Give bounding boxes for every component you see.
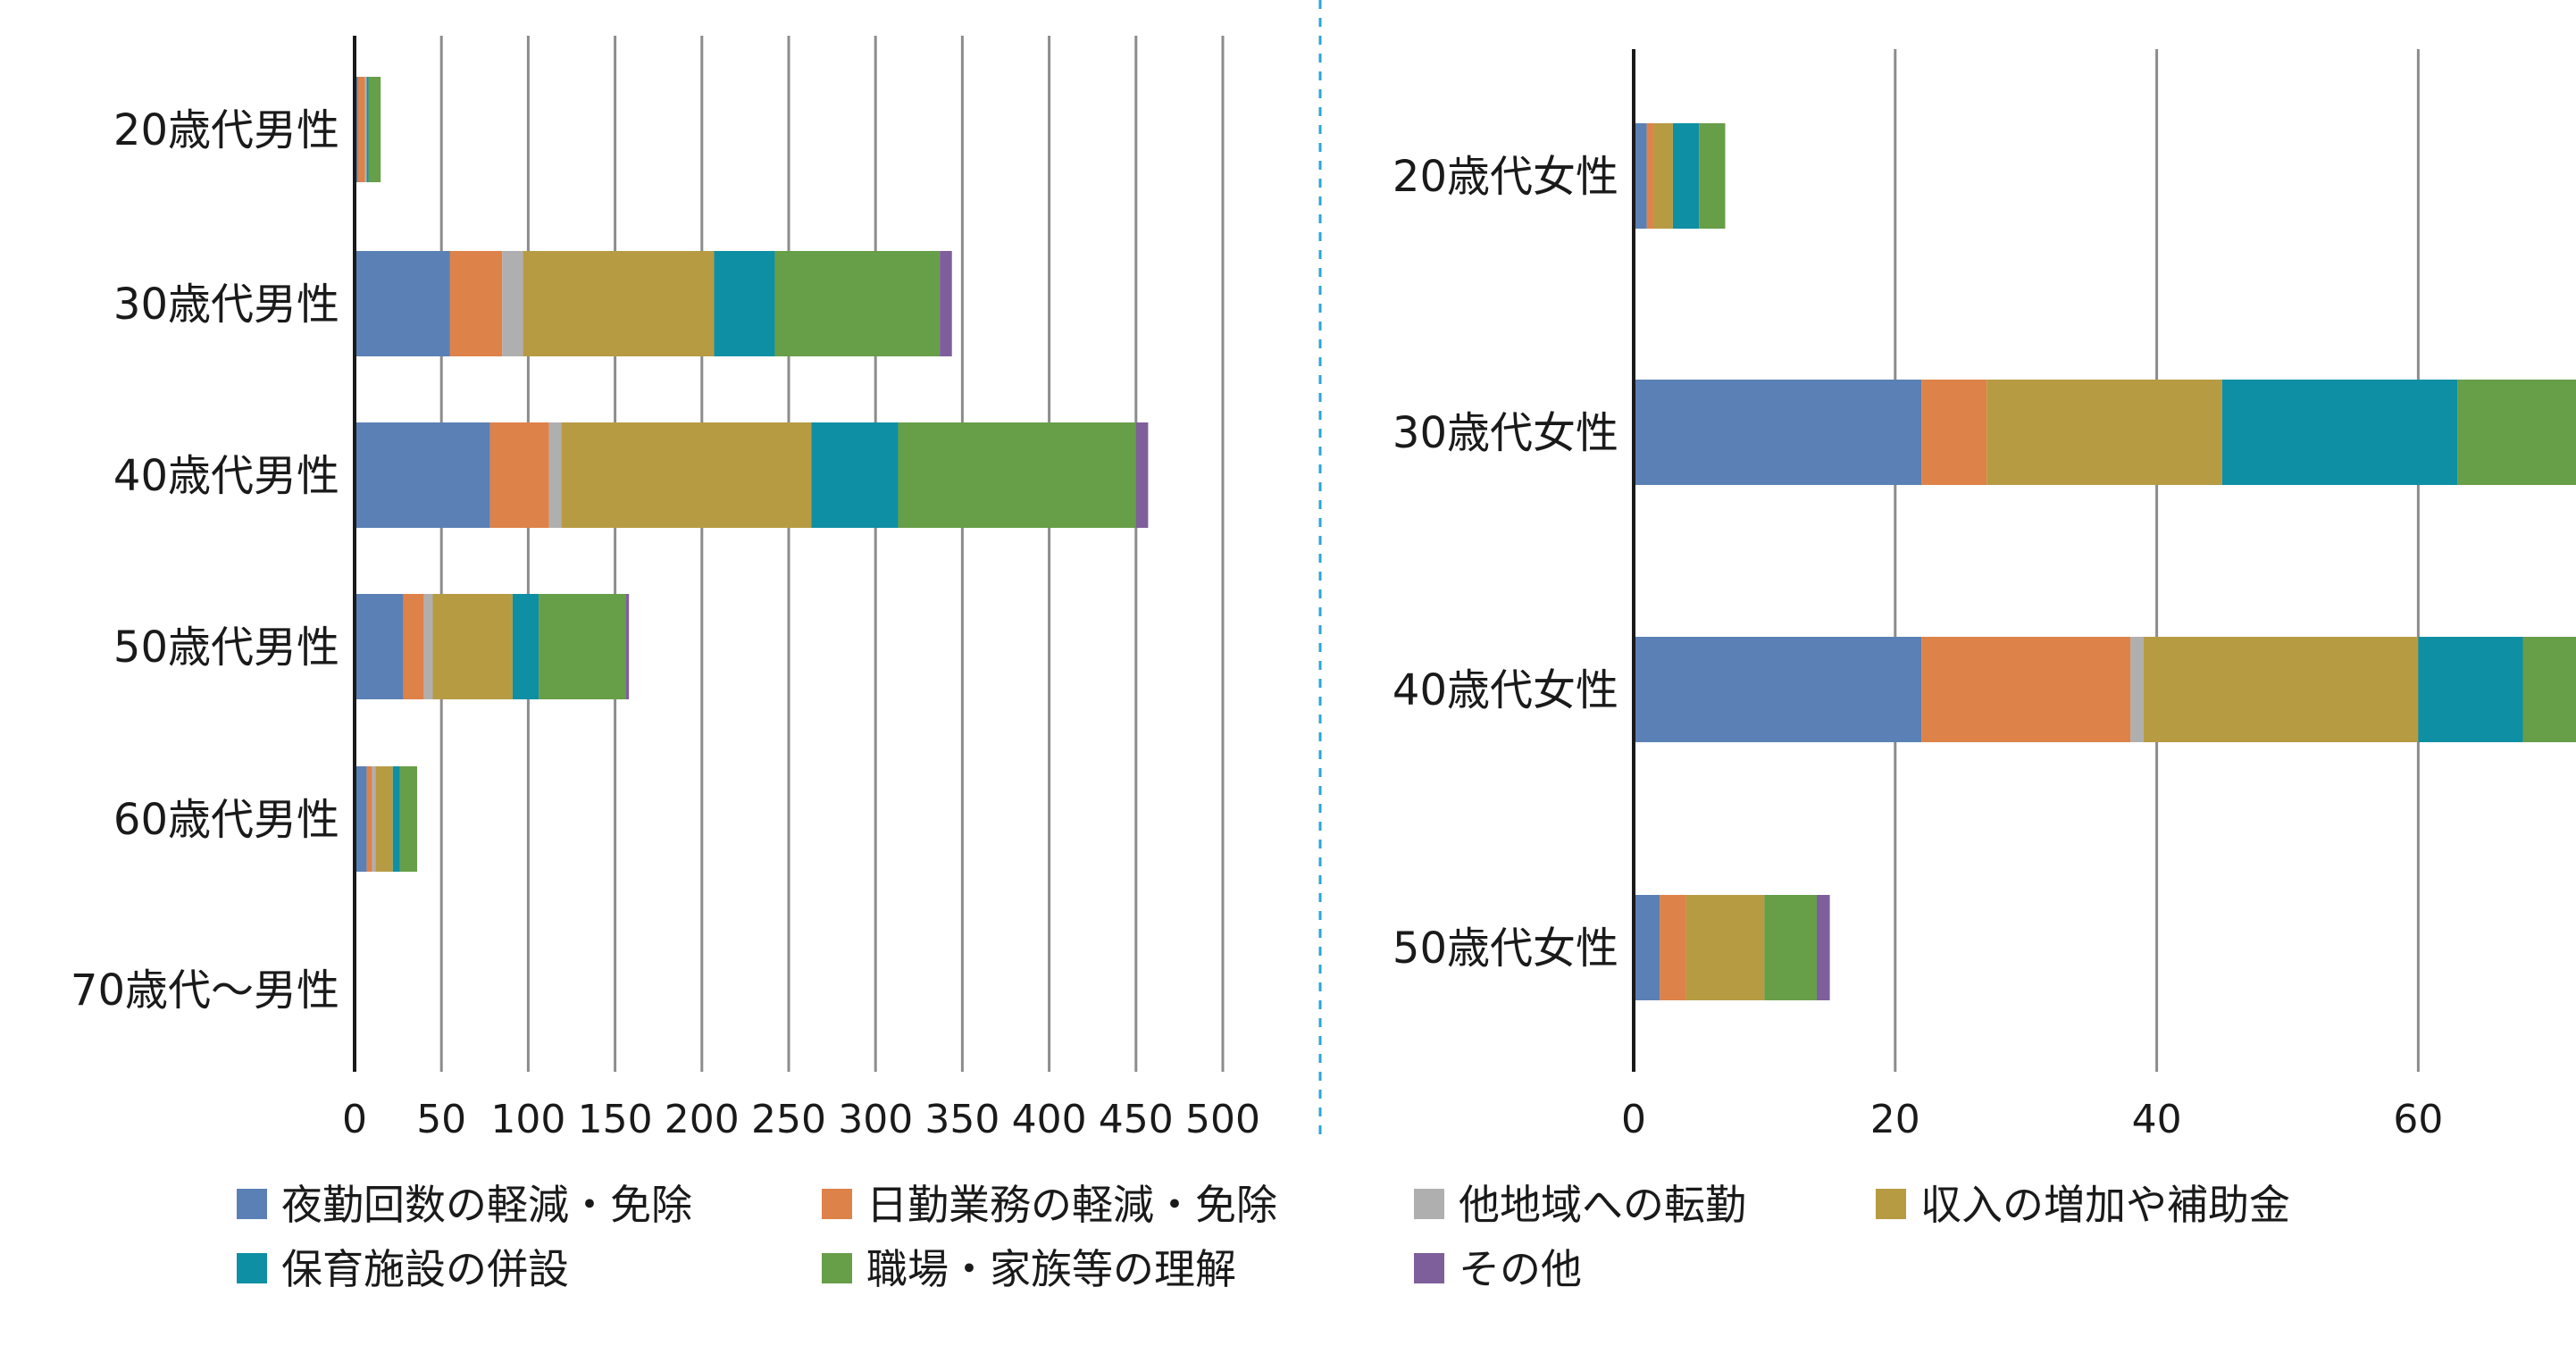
legend-swatch [237,1189,267,1219]
legend-swatch [822,1189,852,1219]
bar-segment [355,766,367,872]
x-tick-label: 150 [578,1097,653,1142]
category-label: 40歳代女性 [1393,665,1618,715]
bar-segment [392,766,400,872]
category-label: 30歳代女性 [1393,408,1618,458]
x-tick-label: 200 [665,1097,740,1142]
bar-segment [355,251,450,356]
x-tick-label: 450 [1099,1097,1174,1142]
legend-label: 日勤業務の軽減・免除 [866,1181,1277,1229]
bar-segment [1685,895,1765,1000]
bar-segment [2418,637,2523,742]
bar-segment [355,422,490,528]
bar-segment [1672,123,1700,229]
bar-segment [366,766,372,872]
legend-label: 他地域への転勤 [1459,1181,1746,1229]
x-tick-label: 250 [751,1097,826,1142]
category-label: 60歳代男性 [113,795,339,845]
bar-segment [502,251,523,356]
x-tick-label: 350 [924,1097,999,1142]
x-tick-label: 400 [1012,1097,1087,1142]
category-label: 50歳代男性 [113,623,339,673]
bar-segment [489,422,549,528]
bar-segment [2221,380,2458,485]
bar-segment [548,422,562,528]
bar-segment [1634,380,1922,485]
bar-segment [1660,895,1686,1000]
bar-segment [423,594,433,699]
bar-segment [1634,123,1647,229]
category-label: 50歳代女性 [1393,924,1618,974]
legend-label: 職場・家族等の理解 [866,1245,1236,1293]
bar-segment [1634,637,1922,742]
legend-label: 夜勤回数の軽減・免除 [281,1181,692,1229]
bar-segment [1652,123,1673,229]
bar-segment [539,594,626,699]
category-label: 70歳代～男性 [71,965,339,1016]
x-tick-label: 40 [2132,1097,2182,1142]
bar-segment [1634,895,1660,1000]
legend-swatch [1876,1189,1906,1219]
bar-segment [372,766,376,872]
category-label: 30歳代男性 [113,280,339,330]
category-label: 20歳代女性 [1393,152,1618,202]
bar-segment [1135,422,1149,528]
bar-segment [898,422,1136,528]
x-tick-label: 20 [1870,1097,1920,1142]
bar-segment [2130,637,2144,742]
legend: 夜勤回数の軽減・免除 日勤業務の軽減・免除 他地域への転勤 収入の増加や補助金保育施設… [237,1181,2290,1293]
category-label: 20歳代男性 [113,105,339,155]
x-tick-label: 500 [1185,1097,1260,1142]
female-chart: 02040608010012020歳代女性30歳代女性40歳代女性50歳代女性 [1393,49,2576,1142]
bar-segment [811,422,899,528]
legend-swatch [1414,1253,1444,1283]
bar-segment [1646,123,1653,229]
x-tick-label: 50 [416,1097,466,1142]
bar-segment [2143,637,2419,742]
bar-segment [1921,637,2131,742]
bar-segment [1764,895,1817,1000]
bar-segment [940,251,952,356]
bar-segment [355,594,404,699]
legend-swatch [822,1253,852,1283]
bar-segment [1986,380,2222,485]
x-tick-label: 0 [1621,1097,1646,1142]
bar-segment [399,766,417,872]
legend-swatch [237,1253,267,1283]
bar-segment [357,77,365,182]
bar-segment [1921,380,1987,485]
bar-segment [714,251,775,356]
category-label: 40歳代男性 [113,451,339,501]
bar-segment [403,594,424,699]
legend-label: 収入の増加や補助金 [1920,1181,2290,1229]
bar-segment [2522,637,2576,742]
bar-segment [432,594,513,699]
x-tick-label: 60 [2393,1097,2443,1142]
male-chart: 0 50 100 150 200 250 300 350 400 450 50020歳代男性30歳代… [71,36,1260,1142]
bar-segment [512,594,539,699]
legend-swatch [1414,1189,1444,1219]
x-tick-label: 100 [490,1097,565,1142]
x-tick-label: 0 [342,1097,367,1142]
legend-label: その他 [1459,1245,1582,1293]
bar-segment [366,77,369,182]
bar-segment [625,594,630,699]
bar-segment [1699,123,1726,229]
bar-segment [774,251,941,356]
bar-segment [523,251,715,356]
bar-segment [1816,895,1830,1000]
x-tick-label: 300 [838,1097,913,1142]
bar-segment [561,422,812,528]
bar-segment [368,77,381,182]
bar-segment [2457,380,2576,485]
bar-segment [364,77,367,182]
bar-segment [375,766,393,872]
legend-label: 保育施設の併設 [281,1245,569,1293]
bar-segment [449,251,503,356]
